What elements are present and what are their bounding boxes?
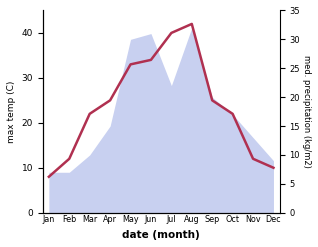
Y-axis label: med. precipitation (kg/m2): med. precipitation (kg/m2) bbox=[302, 55, 311, 168]
X-axis label: date (month): date (month) bbox=[122, 230, 200, 240]
Y-axis label: max temp (C): max temp (C) bbox=[7, 80, 16, 143]
